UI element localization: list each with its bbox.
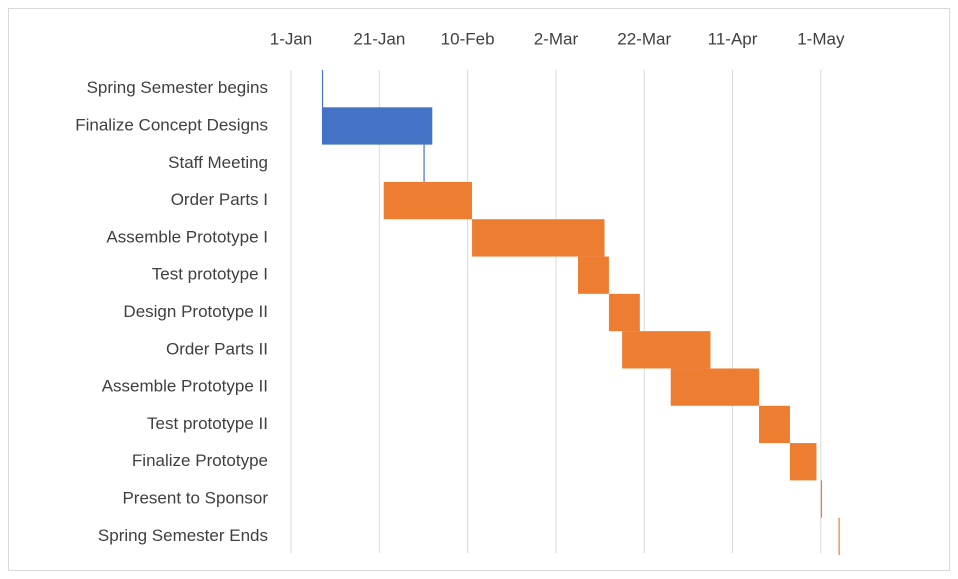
x-tick-label: 2-Mar	[534, 29, 579, 48]
x-tick-label: 1-May	[797, 29, 845, 48]
x-tick-label: 10-Feb	[441, 29, 495, 48]
x-tick-label: 21-Jan	[353, 29, 405, 48]
task-bar	[578, 256, 609, 294]
task-label: Finalize Prototype	[132, 451, 268, 470]
task-label: Test prototype II	[147, 414, 268, 433]
task-bar	[383, 181, 473, 220]
task-bar	[622, 331, 711, 369]
x-tick-label: 1-Jan	[270, 29, 313, 48]
task-bar	[759, 405, 790, 444]
task-label: Present to Sponsor	[122, 489, 268, 508]
task-bar	[472, 219, 605, 257]
task-label: Spring Semester begins	[87, 78, 268, 97]
task-bar	[838, 517, 840, 555]
task-label: Assemble Prototype I	[106, 227, 268, 246]
task-label: Order Parts I	[171, 190, 268, 209]
x-tick-label: 22-Mar	[617, 29, 671, 48]
task-label: Spring Semester Ends	[98, 526, 268, 545]
task-label: Design Prototype II	[123, 302, 268, 321]
task-label: Test prototype I	[152, 265, 268, 284]
task-bar	[321, 107, 433, 145]
task-bar	[820, 480, 823, 518]
task-bar	[789, 443, 817, 481]
task-label: Order Parts II	[166, 339, 268, 358]
task-bar	[670, 368, 760, 406]
task-label: Staff Meeting	[168, 153, 268, 172]
x-tick-label: 11-Apr	[708, 29, 758, 48]
task-bar	[608, 293, 640, 332]
task-bar	[321, 70, 324, 108]
task-label: Assemble Prototype II	[102, 377, 268, 396]
task-bar	[423, 144, 425, 182]
task-label: Finalize Concept Designs	[75, 115, 268, 134]
